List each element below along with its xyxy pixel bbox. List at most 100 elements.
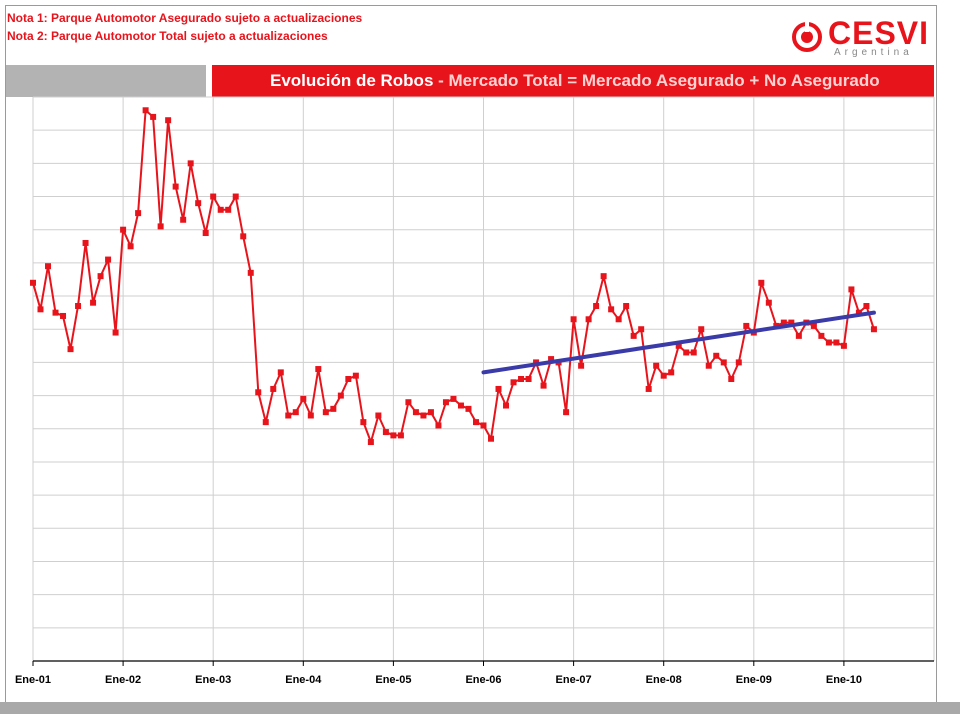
data-point bbox=[397, 432, 404, 439]
data-point bbox=[600, 273, 607, 280]
x-tick-label: Ene-04 bbox=[285, 674, 322, 686]
data-point bbox=[412, 409, 419, 416]
data-point bbox=[570, 316, 577, 323]
data-point bbox=[135, 210, 142, 217]
data-point bbox=[675, 342, 682, 349]
data-point bbox=[270, 385, 277, 392]
data-point bbox=[120, 226, 127, 233]
data-point bbox=[630, 332, 637, 339]
data-point bbox=[593, 303, 600, 310]
data-point bbox=[472, 419, 479, 426]
data-point bbox=[645, 385, 652, 392]
data-point bbox=[187, 160, 194, 167]
x-tick-label: Ene-05 bbox=[375, 674, 411, 686]
data-point bbox=[322, 409, 329, 416]
data-point bbox=[180, 216, 187, 223]
grid-layer bbox=[32, 96, 935, 662]
data-point bbox=[818, 332, 825, 339]
data-point bbox=[420, 412, 427, 419]
data-point bbox=[157, 223, 164, 230]
note-1: Nota 1: Parque Automotor Asegurado sujet… bbox=[7, 11, 363, 25]
x-tick-label: Ene-01 bbox=[15, 674, 51, 686]
chart-title-main: Evolución de Robos bbox=[270, 71, 434, 90]
data-point bbox=[495, 385, 502, 392]
data-point bbox=[518, 376, 525, 382]
logo-ring-icon bbox=[792, 22, 822, 52]
data-point bbox=[698, 326, 705, 333]
data-point bbox=[375, 412, 382, 419]
data-point bbox=[262, 419, 269, 426]
cesvi-logo: CESVI Argentina bbox=[790, 16, 930, 62]
data-point bbox=[382, 429, 389, 436]
data-point bbox=[210, 193, 217, 200]
chart-title-sub: Mercado Total = Mercado Asegurado + No A… bbox=[448, 71, 880, 90]
data-point bbox=[45, 263, 52, 270]
data-point bbox=[60, 312, 67, 319]
data-point bbox=[52, 309, 59, 316]
data-point bbox=[660, 372, 667, 379]
data-point bbox=[848, 286, 855, 293]
data-point bbox=[225, 206, 232, 213]
data-point bbox=[465, 405, 472, 412]
data-point bbox=[427, 409, 434, 416]
data-point bbox=[277, 369, 284, 376]
data-point bbox=[172, 183, 179, 190]
series-layer bbox=[30, 107, 877, 446]
data-point bbox=[292, 409, 299, 416]
data-point bbox=[653, 362, 660, 369]
data-point bbox=[548, 356, 555, 363]
data-point bbox=[450, 395, 457, 402]
data-point bbox=[720, 359, 727, 366]
data-point bbox=[795, 332, 802, 339]
data-point bbox=[608, 306, 615, 313]
x-tick-label: Ene-09 bbox=[736, 674, 772, 686]
x-tick-label: Ene-03 bbox=[195, 674, 231, 686]
data-point bbox=[540, 382, 547, 389]
data-point bbox=[240, 233, 247, 240]
data-point bbox=[855, 309, 862, 316]
data-point bbox=[863, 303, 870, 310]
data-point bbox=[668, 369, 675, 376]
data-point bbox=[105, 256, 112, 263]
data-point bbox=[623, 303, 630, 310]
logo-wordmark: CESVI bbox=[828, 15, 930, 51]
logo-subtitle: Argentina bbox=[834, 47, 913, 58]
chart-title-separator: - bbox=[433, 71, 449, 90]
data-point bbox=[217, 206, 224, 213]
data-point bbox=[743, 322, 750, 329]
data-point bbox=[870, 326, 877, 333]
data-point bbox=[90, 299, 97, 306]
data-point bbox=[30, 279, 36, 286]
data-point bbox=[810, 322, 817, 329]
data-point bbox=[165, 117, 172, 124]
x-tick-label: Ene-08 bbox=[646, 674, 682, 686]
data-point bbox=[510, 379, 517, 386]
x-tick-label: Ene-07 bbox=[556, 674, 592, 686]
data-point bbox=[150, 113, 157, 120]
data-point bbox=[307, 412, 314, 419]
data-point bbox=[405, 399, 412, 406]
data-point bbox=[525, 376, 532, 382]
data-point bbox=[345, 376, 352, 382]
data-point bbox=[247, 269, 254, 276]
data-point bbox=[638, 326, 645, 333]
data-point bbox=[578, 362, 585, 369]
data-point bbox=[480, 422, 487, 429]
data-point bbox=[442, 399, 449, 406]
x-axis: Ene-01 Ene-02 Ene-03 Ene-04 Ene-05 Ene-06 Ene-… bbox=[15, 660, 934, 686]
data-point bbox=[780, 319, 787, 326]
chart-title-banner: Evolución de Robos - Mercado Total = Mer… bbox=[212, 65, 934, 97]
data-point bbox=[735, 359, 742, 366]
data-point bbox=[67, 346, 74, 353]
data-point bbox=[765, 299, 772, 306]
data-point bbox=[315, 366, 322, 373]
data-point bbox=[788, 319, 795, 326]
note-2: Nota 2: Parque Automotor Total sujeto a … bbox=[7, 29, 328, 43]
data-point bbox=[690, 349, 697, 356]
trend-line bbox=[481, 310, 876, 375]
data-point bbox=[82, 239, 89, 246]
data-point bbox=[202, 230, 209, 237]
data-point bbox=[728, 376, 735, 382]
data-point bbox=[457, 402, 464, 409]
